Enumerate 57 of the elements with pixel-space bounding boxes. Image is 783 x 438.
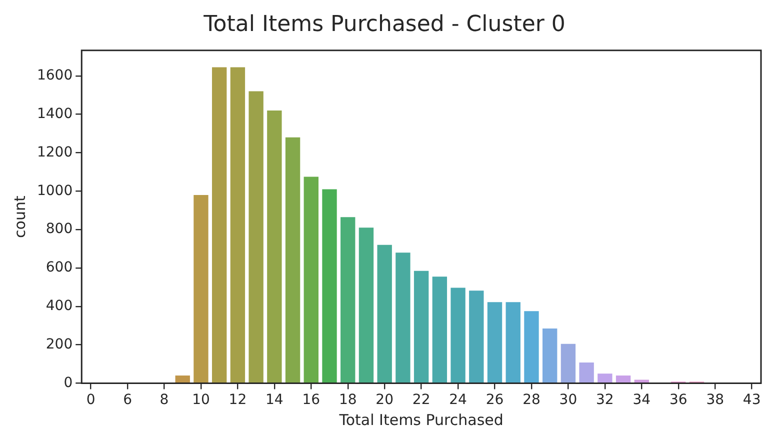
x-tick-label: 22 — [412, 392, 430, 408]
bar — [560, 344, 576, 383]
chart-title: Total Items Purchased - Cluster 0 — [202, 12, 566, 37]
bar — [414, 270, 429, 383]
bar — [579, 362, 594, 383]
x-tick-label: 18 — [338, 392, 357, 408]
x-tick-label: 34 — [632, 392, 651, 408]
x-tick-label: 24 — [449, 392, 468, 408]
x-tick-label: 26 — [486, 392, 504, 408]
y-tick-label: 1200 — [36, 144, 73, 160]
x-tick-label: 28 — [522, 392, 540, 408]
bar — [358, 228, 374, 383]
bar — [634, 380, 649, 383]
x-tick-label: 16 — [302, 392, 320, 408]
bar — [469, 290, 484, 383]
y-tick-label: 0 — [64, 374, 73, 391]
bar — [524, 311, 539, 383]
x-tick-label: 14 — [266, 392, 284, 408]
bar — [212, 67, 227, 383]
x-tick-label: 43 — [742, 392, 761, 408]
x-tick-label: 30 — [559, 392, 578, 408]
x-tick-label: 10 — [192, 392, 210, 408]
bar — [616, 376, 631, 383]
bar — [304, 176, 318, 383]
bar — [396, 252, 410, 383]
bar — [487, 302, 502, 383]
x-tick-label: 20 — [376, 392, 394, 408]
x-axis-title: Total Items Purchased — [338, 410, 504, 429]
y-tick-label: 1000 — [36, 182, 73, 199]
bar — [248, 91, 264, 383]
x-tick-label: 0 — [86, 392, 96, 408]
bar — [432, 276, 448, 383]
bar — [506, 302, 520, 383]
bar — [267, 110, 282, 383]
bar — [230, 67, 246, 383]
x-tick-label: 6 — [123, 392, 132, 408]
bar — [377, 244, 392, 383]
bar — [598, 374, 612, 383]
bar — [175, 376, 190, 383]
x-tick-label: 8 — [160, 392, 169, 408]
x-tick-label: 32 — [596, 392, 614, 408]
y-tick-label: 600 — [46, 260, 73, 276]
bar — [340, 217, 356, 383]
x-tick-label: 38 — [706, 392, 724, 408]
x-tick-label: 12 — [228, 392, 247, 408]
y-tick-label: 1600 — [36, 68, 73, 84]
bar — [322, 189, 337, 383]
bar — [194, 195, 208, 383]
y-tick-label: 1400 — [36, 106, 73, 122]
y-tick-label: 200 — [46, 336, 73, 352]
x-tick-label: 36 — [669, 392, 688, 408]
y-axis-title: count — [10, 196, 29, 238]
y-tick-label: 800 — [46, 221, 73, 238]
bar — [542, 328, 558, 383]
bar — [450, 288, 466, 383]
bar — [285, 137, 300, 383]
y-tick-label: 400 — [46, 298, 73, 314]
